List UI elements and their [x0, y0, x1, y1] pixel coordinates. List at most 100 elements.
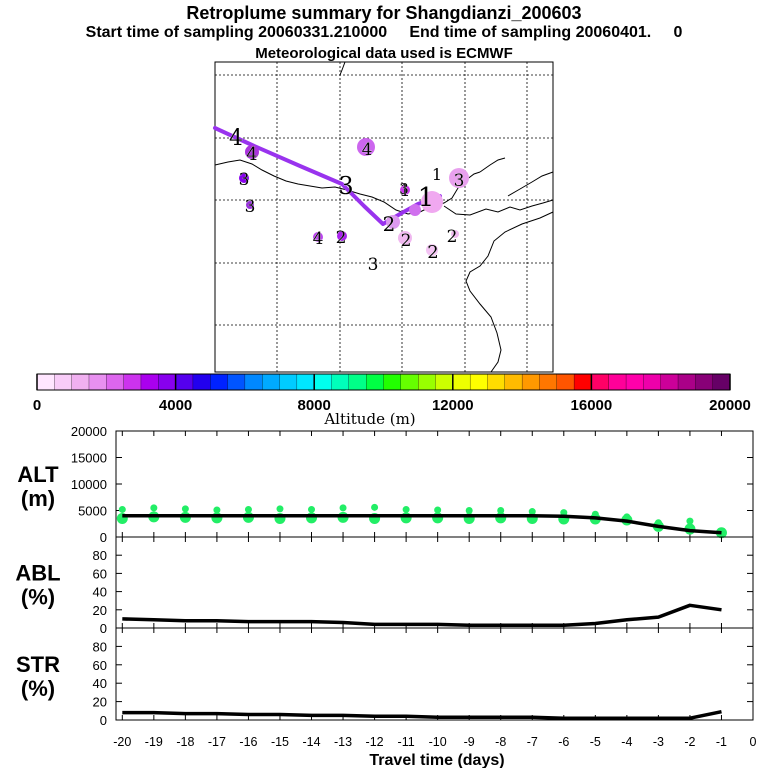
cluster-bubble	[357, 138, 375, 156]
colorbar-cell	[71, 373, 90, 391]
colorbar-cells	[36, 373, 731, 391]
cluster-label: 3	[338, 172, 353, 200]
x-tick-label: -1	[716, 735, 727, 749]
colorbar-cell	[244, 373, 263, 391]
colorbar-cell	[331, 373, 350, 391]
cluster-bubble	[337, 231, 347, 241]
colorbar-cell	[469, 373, 488, 391]
cluster-bubble	[451, 230, 459, 238]
colorbar-cell	[158, 373, 177, 391]
cluster-bubble	[426, 244, 438, 256]
cluster-label: 2	[447, 227, 458, 247]
x-tick-label: 0	[750, 735, 757, 749]
cluster-label: 3	[454, 171, 465, 191]
x-tick-label: -13	[334, 735, 352, 749]
altitude-point	[402, 505, 410, 513]
colorbar-cell	[175, 373, 194, 391]
x-tick-label: -3	[653, 735, 664, 749]
colorbar-cell	[262, 373, 281, 391]
altitude-point	[213, 506, 221, 514]
x-tick-label: -4	[621, 735, 632, 749]
cluster-bubble	[400, 185, 410, 195]
cluster-label: 3	[239, 170, 250, 190]
series-line-str	[122, 709, 722, 720]
cluster-bubble	[239, 173, 249, 183]
y-tick-label: 10000	[71, 477, 107, 492]
y-tick-label: 40	[93, 585, 107, 600]
y-tick-label: 15000	[71, 451, 107, 466]
x-tick-label: -15	[271, 735, 289, 749]
colorbar-tick-label: 4000	[159, 397, 192, 414]
altitude-point	[276, 505, 284, 513]
colorbar-cell	[435, 373, 454, 391]
cluster-bubble	[449, 168, 469, 188]
colorbar-cell	[487, 373, 506, 391]
cluster-label: 4	[229, 126, 243, 151]
colorbar-cell	[123, 373, 142, 391]
x-tick-label: -8	[495, 735, 506, 749]
x-axis-title: Travel time (days)	[369, 752, 504, 768]
altitude-point	[150, 504, 158, 512]
colorbar-cell	[695, 373, 714, 391]
cluster-label: 1	[432, 165, 442, 184]
colorbar-cell	[677, 373, 696, 391]
colorbar-cell	[591, 373, 610, 391]
altitude-point	[181, 505, 189, 513]
colorbar-tick-label: 0	[33, 397, 41, 414]
x-tick-label: -14	[302, 735, 320, 749]
colorbar-cell	[417, 373, 436, 391]
y-axis-unit: (%)	[21, 676, 55, 701]
y-tick-label: 0	[100, 713, 107, 728]
y-tick-label: 0	[100, 530, 107, 545]
x-tick-label: -9	[464, 735, 475, 749]
colorbar-cell	[106, 373, 125, 391]
y-tick-label: 5000	[78, 504, 107, 519]
colorbar-cell	[54, 373, 73, 391]
y-tick-label: 80	[93, 639, 107, 654]
cluster-bubble	[246, 201, 254, 209]
cluster-label: 1	[418, 183, 435, 213]
colorbar-cell	[192, 373, 211, 391]
x-tick-label: -6	[558, 735, 569, 749]
colorbar-cell	[210, 373, 229, 391]
cluster-label: 3	[368, 255, 379, 275]
panel-alt: 0 5000 10000 15000 20000 ALT(m)	[17, 424, 754, 545]
series-line-alt	[122, 514, 722, 535]
colorbar-cell	[400, 373, 419, 391]
x-tick-label: -12	[366, 735, 384, 749]
colorbar-cell	[296, 373, 315, 391]
y-tick-label: 20	[93, 695, 107, 710]
colorbar-tick-label: 20000	[709, 397, 751, 414]
colorbar-cell	[383, 373, 402, 391]
colorbar-cell	[573, 373, 592, 391]
cluster-bubble	[398, 231, 412, 245]
cluster-bubble	[245, 145, 259, 159]
colorbar-cell	[625, 373, 644, 391]
x-tick-label: -18	[176, 735, 194, 749]
colorbar-cell	[539, 373, 558, 391]
cluster-label: 3	[399, 180, 409, 198]
series-line-abl	[122, 603, 722, 628]
altitude-point	[339, 504, 347, 512]
y-axis-title: ABL	[15, 561, 60, 586]
altitude-point	[686, 517, 694, 525]
altitude-point	[560, 509, 568, 517]
colorbar-cell	[660, 373, 679, 391]
chart-title: Retroplume summary for Shangdianzi_20060…	[186, 3, 582, 23]
altitude-point	[371, 503, 379, 511]
colorbar-ticks: 0 4000 8000 12000 16000 20000	[33, 374, 751, 414]
cluster-label: 1	[400, 181, 411, 201]
x-axis: -20 -19 -18 -17 -16 -15 -14 -13 -12 -11 -10 -9 -8 -7-…	[113, 735, 756, 749]
x-tick-label: -2	[684, 735, 695, 749]
y-tick-label: 80	[93, 548, 107, 563]
map-frame	[214, 61, 554, 373]
cluster-label: 4	[313, 229, 324, 249]
panel-str: 0 20 40 60 80 STR(%)	[16, 627, 754, 728]
y-axis-unit: (%)	[21, 585, 55, 610]
y-axis-title: ALT	[17, 462, 59, 487]
colorbar-cell	[88, 373, 107, 391]
altitude-point	[497, 507, 505, 514]
y-tick-label: 0	[100, 621, 107, 636]
